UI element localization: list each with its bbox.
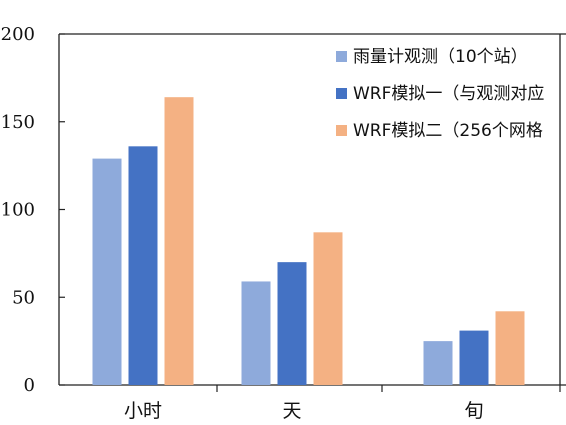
legend-label: 雨量计观测（10个站） <box>353 47 528 67</box>
y-tick-label: 0 <box>24 375 35 396</box>
bars-layer <box>92 97 525 386</box>
bar-3-3 <box>495 311 525 385</box>
bar-1-1 <box>92 158 122 385</box>
legend-swatch <box>336 51 347 62</box>
legend-label: WRF模拟二（256个网格 <box>353 121 543 141</box>
legend-label: WRF模拟一（与观测对应 <box>353 84 544 104</box>
legend-swatch <box>336 88 347 99</box>
bar-1-2 <box>241 281 271 385</box>
x-category-label: 旬 <box>464 400 483 422</box>
legend-swatch <box>336 125 347 136</box>
y-tick-label: 150 <box>1 112 35 133</box>
legend: 雨量计观测（10个站） WRF模拟一（与观测对应 WRF模拟二（256个网格 <box>336 47 544 141</box>
bar-2-1 <box>128 146 158 385</box>
bar-3-1 <box>164 97 194 386</box>
x-category-label: 小时 <box>124 400 162 422</box>
y-tick-label: 100 <box>1 200 35 221</box>
y-tick-label: 50 <box>12 287 35 308</box>
bar-1-3 <box>423 341 453 385</box>
labels-layer: 0 50 100 150 200 小时 天 旬 <box>1 24 484 422</box>
bar-2-3 <box>459 330 489 385</box>
bar-2-2 <box>277 262 307 385</box>
bar-3-2 <box>313 232 343 385</box>
x-category-label: 天 <box>282 400 301 422</box>
y-tick-label: 200 <box>1 24 35 45</box>
